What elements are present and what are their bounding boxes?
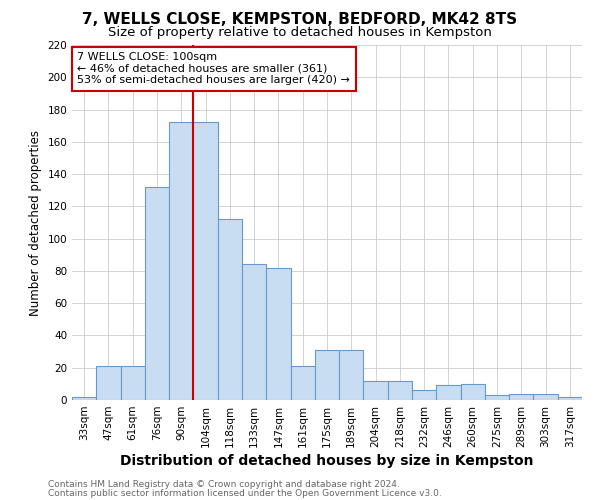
Bar (533, 394, 558, 400)
Bar (169, 122, 193, 400)
Bar (290, 366, 315, 400)
Bar (121, 366, 145, 400)
Bar (145, 187, 169, 400)
Bar (436, 386, 461, 400)
Bar (242, 264, 266, 400)
Text: Contains public sector information licensed under the Open Government Licence v3: Contains public sector information licen… (48, 489, 442, 498)
Text: Contains HM Land Registry data © Crown copyright and database right 2024.: Contains HM Land Registry data © Crown c… (48, 480, 400, 489)
Bar (339, 350, 364, 400)
Text: 7, WELLS CLOSE, KEMPSTON, BEDFORD, MK42 8TS: 7, WELLS CLOSE, KEMPSTON, BEDFORD, MK42 … (82, 12, 518, 28)
Bar (266, 268, 290, 400)
Bar (218, 220, 242, 400)
Bar (364, 380, 388, 400)
Bar (315, 350, 339, 400)
Bar (96, 366, 121, 400)
Bar (72, 397, 96, 400)
Bar (461, 384, 485, 400)
X-axis label: Distribution of detached houses by size in Kempston: Distribution of detached houses by size … (120, 454, 534, 468)
Bar (412, 390, 436, 400)
Bar (485, 395, 509, 400)
Bar (509, 394, 533, 400)
Text: 7 WELLS CLOSE: 100sqm
← 46% of detached houses are smaller (361)
53% of semi-det: 7 WELLS CLOSE: 100sqm ← 46% of detached … (77, 52, 350, 86)
Bar (193, 122, 218, 400)
Bar (388, 380, 412, 400)
Y-axis label: Number of detached properties: Number of detached properties (29, 130, 42, 316)
Text: Size of property relative to detached houses in Kempston: Size of property relative to detached ho… (108, 26, 492, 39)
Bar (558, 397, 582, 400)
